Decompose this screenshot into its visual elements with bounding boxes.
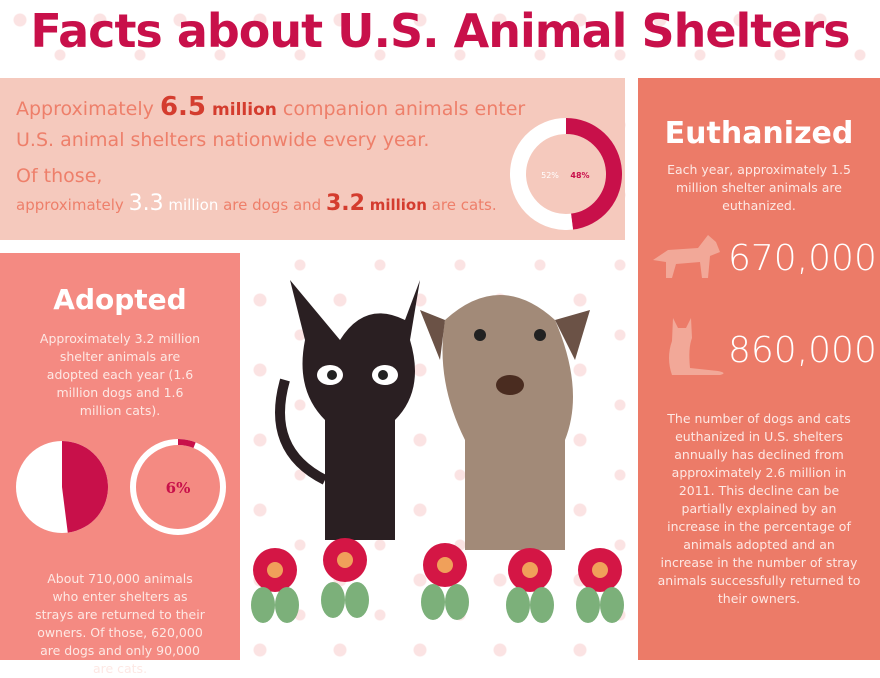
- cats-euthanized-value: 860,000: [728, 330, 877, 371]
- page-title: Facts about U.S. Animal Shelters: [30, 4, 850, 58]
- intro-donut-chart: 52% 48%: [510, 118, 622, 230]
- euthanized-text: Each year, approximately 1.5 million she…: [667, 162, 851, 213]
- adopted-text: Approximately 3.2 million shelter animal…: [39, 331, 201, 418]
- dogs-euthanized-value: 670,000: [728, 238, 877, 279]
- euthanized-heading: Euthanized: [664, 116, 854, 151]
- donut-label-48: 48%: [570, 171, 589, 180]
- adopted-heading: Adopted: [53, 283, 187, 316]
- decline-text: The number of dogs and cats euthanized i…: [657, 411, 861, 606]
- euthanized-panel: Euthanized Each year, approximately 1.5 …: [638, 78, 880, 660]
- pie-slice-red: [62, 441, 109, 533]
- adopted-panel: Adopted Approximately 3.2 million shelte…: [0, 253, 240, 676]
- donut-label-52: 52%: [541, 171, 559, 180]
- cat-and-dog-illustration: [251, 280, 624, 623]
- intro-line-3: Of those,: [16, 165, 103, 187]
- ring-fill: [177, 439, 196, 448]
- intro-line-4: approximately 3.3 million are dogs and 3…: [16, 191, 497, 216]
- intro-line-1: Approximately 6.5 million companion anim…: [16, 92, 526, 122]
- donut-slice-52: [510, 118, 574, 230]
- cat-icon: [669, 318, 724, 375]
- ring-label: 6%: [166, 479, 191, 497]
- dog-icon: [653, 235, 720, 278]
- intro-line-2: U.S. animal shelters nationwide every ye…: [16, 129, 430, 151]
- donut-slice-48: [565, 118, 622, 230]
- adopted-charts: 6%: [16, 439, 226, 535]
- returned-text: About 710,000 animals who enter shelters…: [35, 571, 205, 676]
